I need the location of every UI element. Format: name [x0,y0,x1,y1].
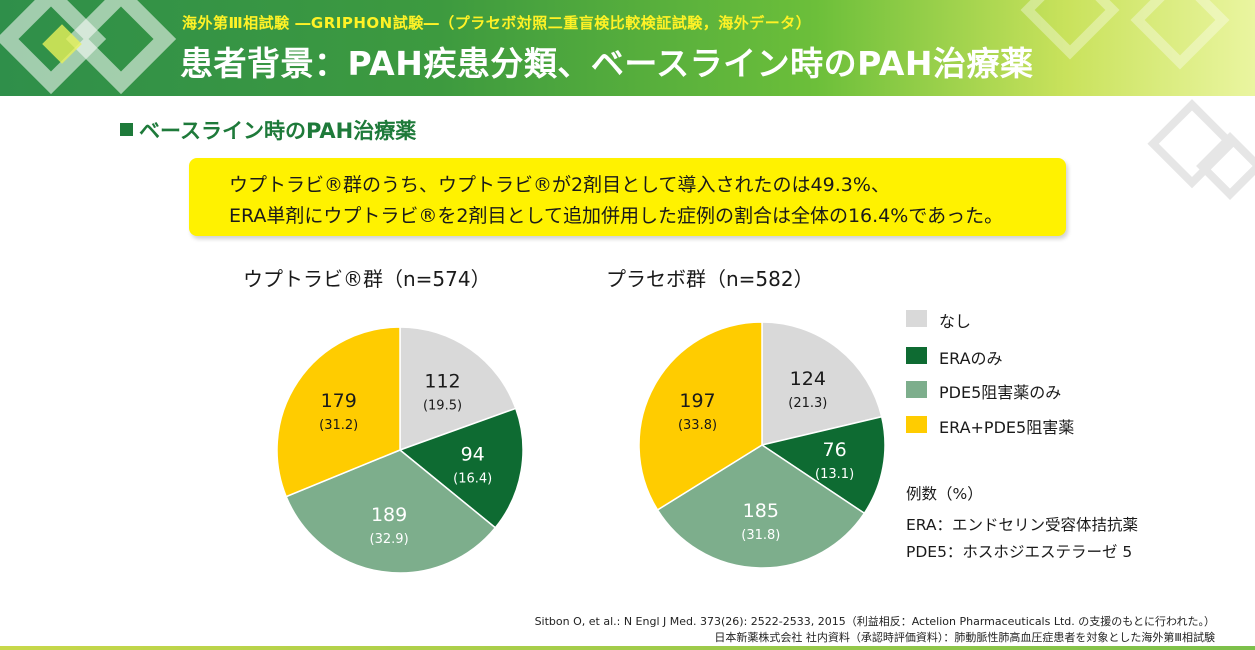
pie-1-value-label-none: 124 [790,368,826,390]
header-decoration [0,0,1230,95]
pie-1-slice-era-pde5 [638,321,763,511]
legend-swatch-none [906,310,927,327]
notes-era-definition: ERA：エンドセリン受容体拮抗薬 [906,516,1139,534]
pie-1-slice-none [761,321,883,446]
page-title: 患者背景：PAH疾患分類、ベースライン時のPAH治療薬 [180,44,1034,83]
pie-1-slice-era-only [760,415,886,515]
pie-1-slice-pde5-only [656,444,866,569]
legend-swatch-era-only [906,347,927,364]
pie-0-slice-era-pde5 [276,326,401,498]
pie-0-value-label-era-pde5: 179 [321,390,357,412]
pie-1-value-label-era-pde5: 197 [679,390,715,412]
legend-label-era-pde5: ERA+PDE5阻害薬 [939,418,1075,437]
section-heading-text: ベースライン時のPAH治療薬 [139,119,417,143]
pie-0-percent-label-none: (19.5) [423,399,462,414]
pie-1-percent-label-era-only: (13.1) [815,467,854,482]
footer-citation: Sitbon O, et al.: N Engl J Med. 373(26):… [534,615,1215,628]
legend-swatch-pde5-only [906,381,927,398]
corner-decoration [1147,99,1255,200]
callout-line-1: ウプトラビ®群のうち、ウプトラビ®が2剤目として導入されたのは49.3%、 [229,174,890,196]
section-heading: ベースライン時のPAH治療薬 [120,115,416,145]
pie-0-percent-label-pde5-only: (32.9) [370,532,409,547]
heading-square-icon [120,123,133,136]
notes-unit: 例数（%） [906,485,983,503]
pie-0-value-label-none: 112 [424,371,460,393]
notes-pde5-definition: PDE5：ホスホジエステラーゼ 5 [906,543,1133,561]
pie-1-percent-label-none: (21.3) [788,396,827,411]
footer-source: 日本新薬株式会社 社内資料（承認時評価資料）：肺動脈性肺高血圧症患者を対象とした… [714,631,1215,644]
pie-0-value-label-pde5-only: 189 [371,504,407,526]
header-subtitle: 海外第Ⅲ相試験 ―GRIPHON試験―（プラセボ対照二重盲検比較検証試験，海外デ… [182,14,812,32]
pie-0-value-label-era-only: 94 [461,444,485,466]
bottom-accent-line [0,646,1255,650]
pie-title-placebo: プラセボ群（n=582） [606,267,814,291]
legend-label-era-only: ERAのみ [939,349,1003,368]
pie-1-value-label-era-only: 76 [823,439,847,461]
pie-1-percent-label-pde5-only: (31.8) [741,528,780,543]
pie-title-uptravi: ウプトラビ®群（n=574） [243,267,491,291]
pie-1-percent-label-era-pde5: (33.8) [678,418,717,433]
pie-0-percent-label-era-pde5: (31.2) [319,418,358,433]
highlight-callout: ウプトラビ®群のうち、ウプトラビ®が2剤目として導入されたのは49.3%、 ER… [189,158,1066,236]
legend-label-pde5-only: PDE5阻害薬のみ [939,383,1062,402]
pie-0-slice-none [399,326,517,452]
pie-1-value-label-pde5-only: 185 [743,500,779,522]
pie-0-slice-era-only [398,407,524,529]
legend-swatch-era-pde5 [906,416,927,433]
callout-line-2: ERA単剤にウプトラビ®を2剤目として追加併用した症例の割合は全体の16.4%で… [229,205,1004,227]
header-band: 海外第Ⅲ相試験 ―GRIPHON試験―（プラセボ対照二重盲検比較検証試験，海外デ… [0,0,1255,96]
pie-0-slice-pde5-only [285,449,497,574]
pie-0-percent-label-era-only: (16.4) [453,472,492,487]
legend-label-none: なし [939,312,972,331]
